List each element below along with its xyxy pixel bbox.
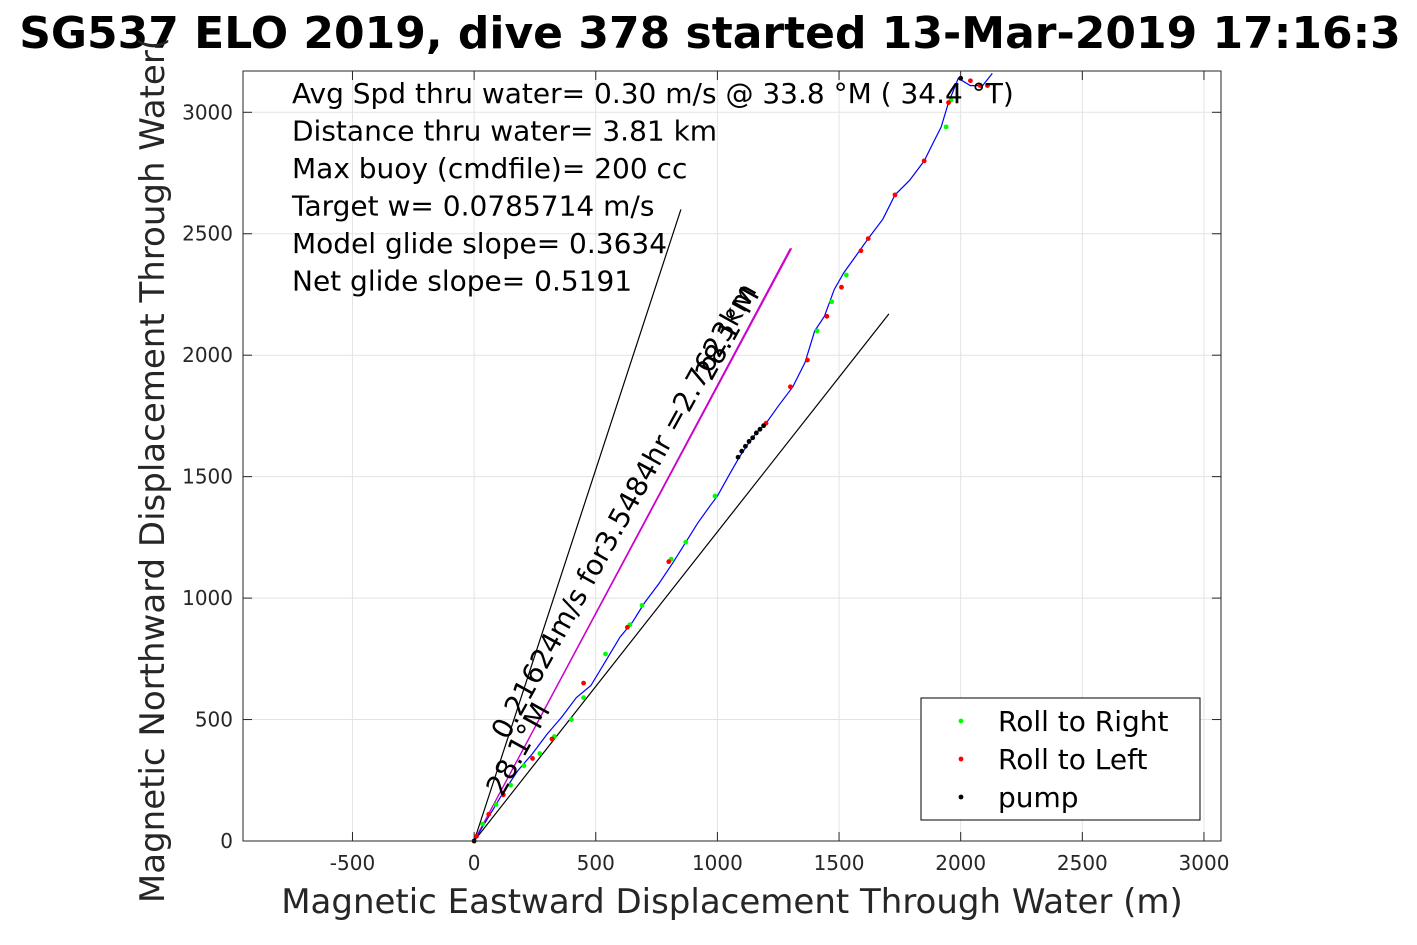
roll-to-left-point: [921, 158, 927, 164]
roll-to-left-point: [892, 192, 898, 198]
x-tick-label: 500: [577, 851, 615, 875]
y-tick-label: 2000: [182, 343, 233, 367]
roll-to-right-point: [569, 717, 574, 722]
roll-to-left-point: [666, 559, 672, 565]
roll-to-left-point: [805, 357, 810, 363]
y-tick-label: 500: [195, 708, 233, 732]
x-tick-label: 2000: [935, 851, 986, 875]
roll-to-left-point: [985, 83, 990, 88]
y-axis-label: Magnetic Northward Displacement Through …: [133, 37, 173, 903]
pump-point: [742, 443, 748, 449]
roll-to-right-point: [814, 328, 820, 334]
reference-line: [473, 248, 791, 842]
pump-point: [757, 426, 763, 432]
roll-to-right-point: [508, 782, 514, 788]
roll-to-right-point: [603, 651, 608, 657]
reference-line: [473, 209, 682, 842]
legend-label: Roll to Left: [998, 743, 1147, 776]
pump-point: [750, 435, 756, 441]
roll-to-left-point: [624, 624, 630, 630]
pump-point: [746, 439, 752, 444]
roll-to-left-point: [839, 284, 844, 290]
roll-to-left-point: [486, 811, 492, 817]
reference-lines: [473, 209, 890, 842]
roll-to-left-point: [824, 313, 830, 319]
legend-marker: [958, 718, 964, 724]
roll-to-left-point: [581, 680, 586, 686]
roll-to-right-point: [683, 539, 689, 545]
legend: Roll to Right Roll to Left pump: [920, 697, 1201, 821]
roll-to-left-point: [530, 756, 535, 761]
roll-to-left-point: [474, 833, 479, 839]
x-axis-label: Magnetic Eastward Displacement Through W…: [281, 882, 1183, 922]
roll-to-left-point: [968, 78, 973, 84]
x-tick-label: 0: [468, 851, 481, 875]
roll-to-right-point: [943, 124, 949, 130]
roll-to-right-point: [521, 763, 527, 769]
plot-frame: [242, 70, 1222, 842]
chart-title: SG537 ELO 2019, dive 378 started 13-Mar-…: [19, 8, 1401, 59]
roll-to-right-point: [639, 602, 645, 608]
roll-to-right-point: [493, 802, 499, 807]
roll-to-right-point: [843, 272, 849, 278]
info-line: Target w= 0.0785714 m/s: [291, 190, 654, 223]
pump-point: [735, 454, 741, 460]
legend-marker: [958, 794, 964, 800]
roll-to-left-point: [858, 248, 864, 254]
info-line: Net glide slope= 0.5191: [292, 265, 632, 298]
roll-to-left-point: [787, 384, 793, 390]
pump-point: [958, 75, 964, 81]
roll-to-left-point: [977, 83, 983, 88]
info-line: Avg Spd thru water= 0.30 m/s @ 33.8 °M (…: [292, 77, 1014, 110]
legend-marker: [958, 756, 964, 762]
legend-label: pump: [998, 781, 1079, 814]
y-ticks: 0 500 1000 1500 2000 2500 3000: [182, 100, 1221, 853]
y-tick-label: 0: [220, 829, 233, 853]
pump-point: [739, 448, 745, 454]
pump-point: [761, 423, 767, 429]
info-line: Max buoy (cmdfile)= 200 cc: [292, 152, 687, 185]
info-line: Model glide slope= 0.3634: [292, 227, 667, 260]
roll-to-right-point: [581, 695, 586, 701]
legend-box: [920, 697, 1201, 821]
roll-to-right-point: [480, 821, 486, 827]
x-tick-label: 1500: [814, 851, 865, 875]
roll-to-right-point: [829, 299, 835, 305]
roll-to-left-point: [865, 236, 871, 242]
info-line: Distance thru water= 3.81 km: [292, 115, 717, 148]
roll-to-right-point: [537, 751, 543, 756]
y-tick-label: 1500: [182, 465, 233, 489]
x-ticks: -500 0 500 1000 1500 2000 2500 3000: [330, 71, 1230, 875]
roll-to-right-point: [712, 493, 718, 499]
pump-point: [753, 430, 759, 436]
y-tick-label: 1000: [182, 586, 233, 610]
roll-to-left-point: [500, 792, 506, 798]
reference-line: [473, 313, 890, 842]
markers: [471, 75, 990, 844]
roll-to-left-point: [946, 100, 951, 105]
y-tick-label: 2500: [182, 222, 233, 246]
y-tick-label: 3000: [182, 100, 233, 124]
x-tick-label: 2500: [1057, 851, 1108, 875]
info-box: Avg Spd thru water= 0.30 m/s @ 33.8 °M (…: [291, 77, 1014, 298]
x-tick-label: -500: [330, 851, 375, 875]
x-tick-label: 1000: [692, 851, 743, 875]
roll-to-left-point: [549, 736, 555, 742]
x-tick-label: 3000: [1179, 851, 1230, 875]
legend-label: Roll to Right: [998, 705, 1169, 738]
